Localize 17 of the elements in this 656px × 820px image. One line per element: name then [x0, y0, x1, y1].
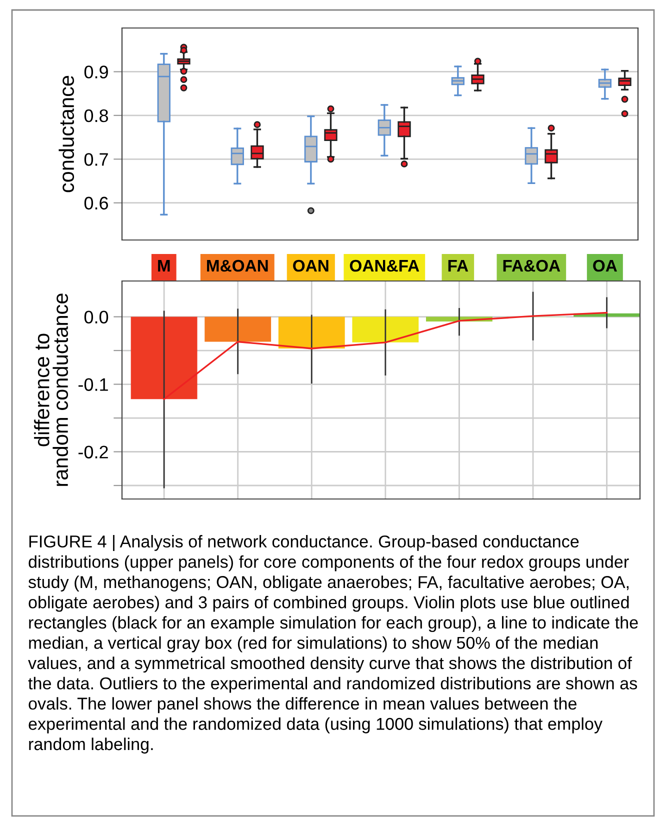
y-tick-label: -0.1 [78, 378, 108, 391]
x-tick-label: OAN [293, 260, 328, 272]
y-tick-label: 0.0 [84, 310, 108, 324]
y-tick-label: 0.7 [84, 153, 108, 166]
text: FIGURE 4 | Analysis of network conductance. Group-based conductance distributions (upper panels) for core components of the four redox groups under study (M, methanogens; OAN, obligate anaerobes; FA, facultative aerobes; OA, obligate aerobes) and 3 pairs of combined groups. Violin plots use blue outlined rectangles (black for an example simulation for each group), a line to indicate the median, a vertical gray box (red for simulations) to show 50% of the median values, and a symmetrical smoothed density curve that shows the distribution of the data. Outliers to the experimental and randomized distributions are shown as ovals. The lower panel shows the difference in mean values between the experimental and the randomized data (using 1000 simulations) that employ random labeling. [28, 535, 638, 754]
y-tick-label: 0.9 [84, 66, 108, 78]
x-tick-label: FA [448, 260, 468, 272]
y-tick-label: -0.2 [78, 446, 108, 458]
x-tick-label: OA [593, 260, 617, 272]
y-tick-label: 0.8 [84, 109, 108, 122]
x-tick-label: FA&OA [503, 260, 560, 272]
y-axis-title: conductance [58, 76, 74, 192]
x-tick-label: M [158, 260, 170, 272]
x-tick-label: OAN&FA [350, 260, 420, 272]
y-tick-label: 0.6 [84, 196, 108, 210]
y-axis-title: difference to random conductance [34, 294, 68, 486]
x-tick-label: M&OAN [207, 260, 268, 272]
